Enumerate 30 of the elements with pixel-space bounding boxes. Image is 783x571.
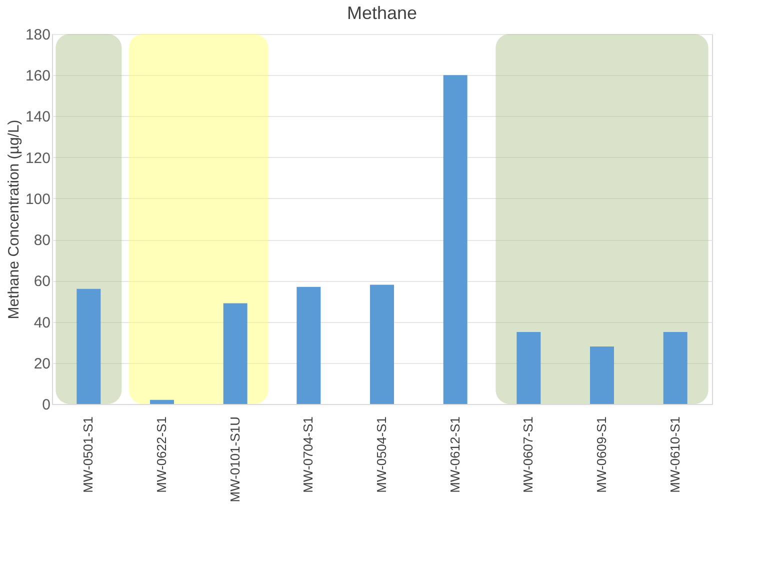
x-tick-label: MW-0101-S1U — [227, 416, 242, 502]
y-tick-label: 100 — [25, 190, 50, 208]
bar — [296, 286, 321, 404]
bar — [590, 346, 614, 404]
bar — [76, 288, 101, 404]
x-tick-label: MW-0607-S1 — [520, 416, 536, 493]
y-tick-label: 140 — [25, 108, 50, 126]
chart-title: Methane — [346, 3, 418, 23]
x-tick-label: MW-0504-S1 — [374, 416, 389, 493]
bar — [150, 400, 174, 404]
x-tick-label: MW-0622-S1 — [154, 416, 169, 493]
y-axis-title: Methane Concentration (µg/L) — [5, 120, 22, 320]
bar — [516, 332, 541, 404]
x-tick-label: MW-0612-S1 — [447, 416, 462, 493]
y-tick-label: 160 — [25, 68, 50, 85]
y-tick-label: 20 — [34, 355, 50, 372]
x-tick-label: MW-0704-S1 — [300, 416, 316, 493]
y-tick-label: 0 — [42, 396, 50, 414]
y-tick-label: 40 — [34, 314, 50, 332]
y-tick-label: 180 — [25, 26, 50, 44]
y-tick-label: 80 — [34, 232, 50, 250]
bar — [663, 332, 688, 404]
x-tick-label: MW-0501-S1 — [80, 416, 96, 493]
bar — [223, 303, 248, 404]
bar — [443, 75, 468, 404]
y-tick-label: 120 — [25, 150, 50, 167]
x-tick-label: MW-0610-S1 — [667, 416, 682, 493]
x-tick-label: MW-0609-S1 — [594, 416, 609, 493]
y-tick-label: 60 — [34, 273, 50, 290]
bar — [370, 284, 394, 404]
